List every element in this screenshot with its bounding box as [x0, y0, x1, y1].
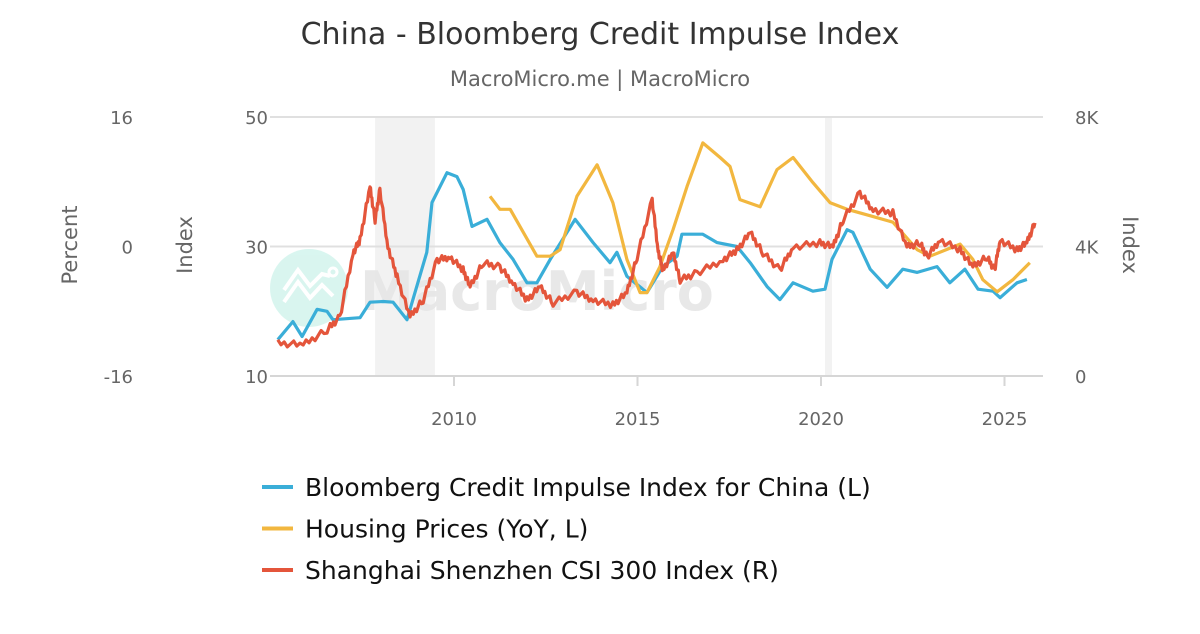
right-axis-title: Index [1118, 216, 1142, 274]
series-line-1 [488, 141, 1031, 295]
axes: 2010 2015 2020 2025 16 0 -16 50 30 10 8K 4K 0 [104, 108, 1100, 430]
left-inner-tick-label: 50 [245, 108, 268, 129]
right-tick-label: 8K [1075, 108, 1099, 129]
left-inner-tick-label: 30 [245, 238, 268, 259]
x-tick-label: 2015 [615, 409, 661, 430]
legend-label: Housing Prices (YoY, L) [305, 515, 588, 544]
chart-subtitle: MacroMicro.me | MacroMicro [450, 67, 750, 92]
x-tick-label: 2020 [798, 409, 844, 430]
legend-label: Bloomberg Credit Impulse Index for China… [305, 473, 871, 502]
right-tick-label: 4K [1075, 238, 1099, 259]
left-inner-tick-label: 10 [245, 367, 268, 388]
watermark: MacroMicro [270, 249, 714, 327]
legend-label: Shanghai Shenzhen CSI 300 Index (R) [305, 556, 779, 585]
left-outer-axis-title: Percent [58, 205, 82, 284]
left-outer-tick-label: 0 [122, 238, 133, 259]
left-outer-tick-label: -16 [104, 367, 133, 388]
series-lines [276, 141, 1037, 349]
x-tick-label: 2010 [431, 409, 477, 430]
left-outer-tick-label: 16 [110, 108, 133, 129]
legend-item: Shanghai Shenzhen CSI 300 Index (R) [262, 556, 779, 585]
right-tick-label: 0 [1075, 367, 1086, 388]
legend-item: Bloomberg Credit Impulse Index for China… [262, 473, 871, 502]
series-line-2 [276, 185, 1037, 349]
chart-title: China - Bloomberg Credit Impulse Index [301, 17, 900, 52]
left-inner-axis-title: Index [173, 216, 197, 274]
legend-item: Housing Prices (YoY, L) [262, 515, 588, 544]
x-tick-label: 2025 [982, 409, 1028, 430]
legend: Bloomberg Credit Impulse Index for China… [262, 473, 871, 585]
